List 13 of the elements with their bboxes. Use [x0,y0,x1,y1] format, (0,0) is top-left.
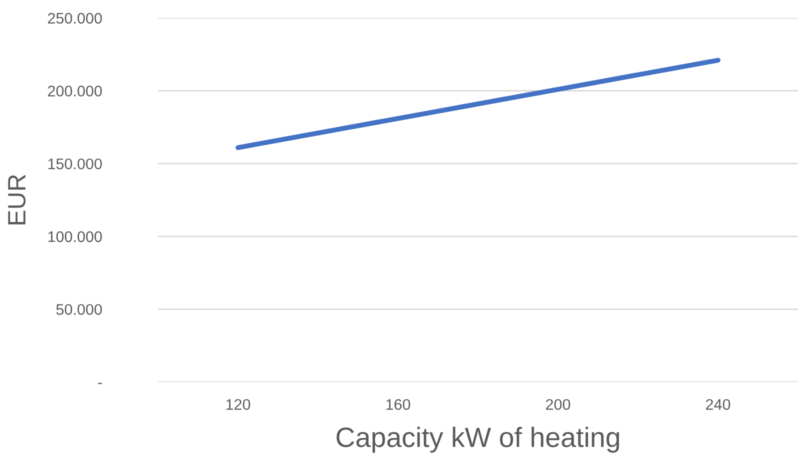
y-tick-label: 50.000 [56,304,102,315]
x-tick-label: 240 [706,399,730,410]
y-tick-label: 200.000 [48,86,102,96]
y-tick-label: 250.000 [48,12,102,24]
x-tick-label: 160 [386,399,410,410]
x-tick-label: 120 [226,399,250,410]
y-tick-label: 100.000 [48,231,102,242]
y-tick-label: - [98,382,102,384]
x-axis-title: Capacity kW of heating [336,426,620,453]
y-tick-label: 150.000 [48,158,102,170]
y-axis-title: EUR [8,174,26,224]
x-tick-label: 200 [546,399,570,410]
line-series [236,58,720,150]
